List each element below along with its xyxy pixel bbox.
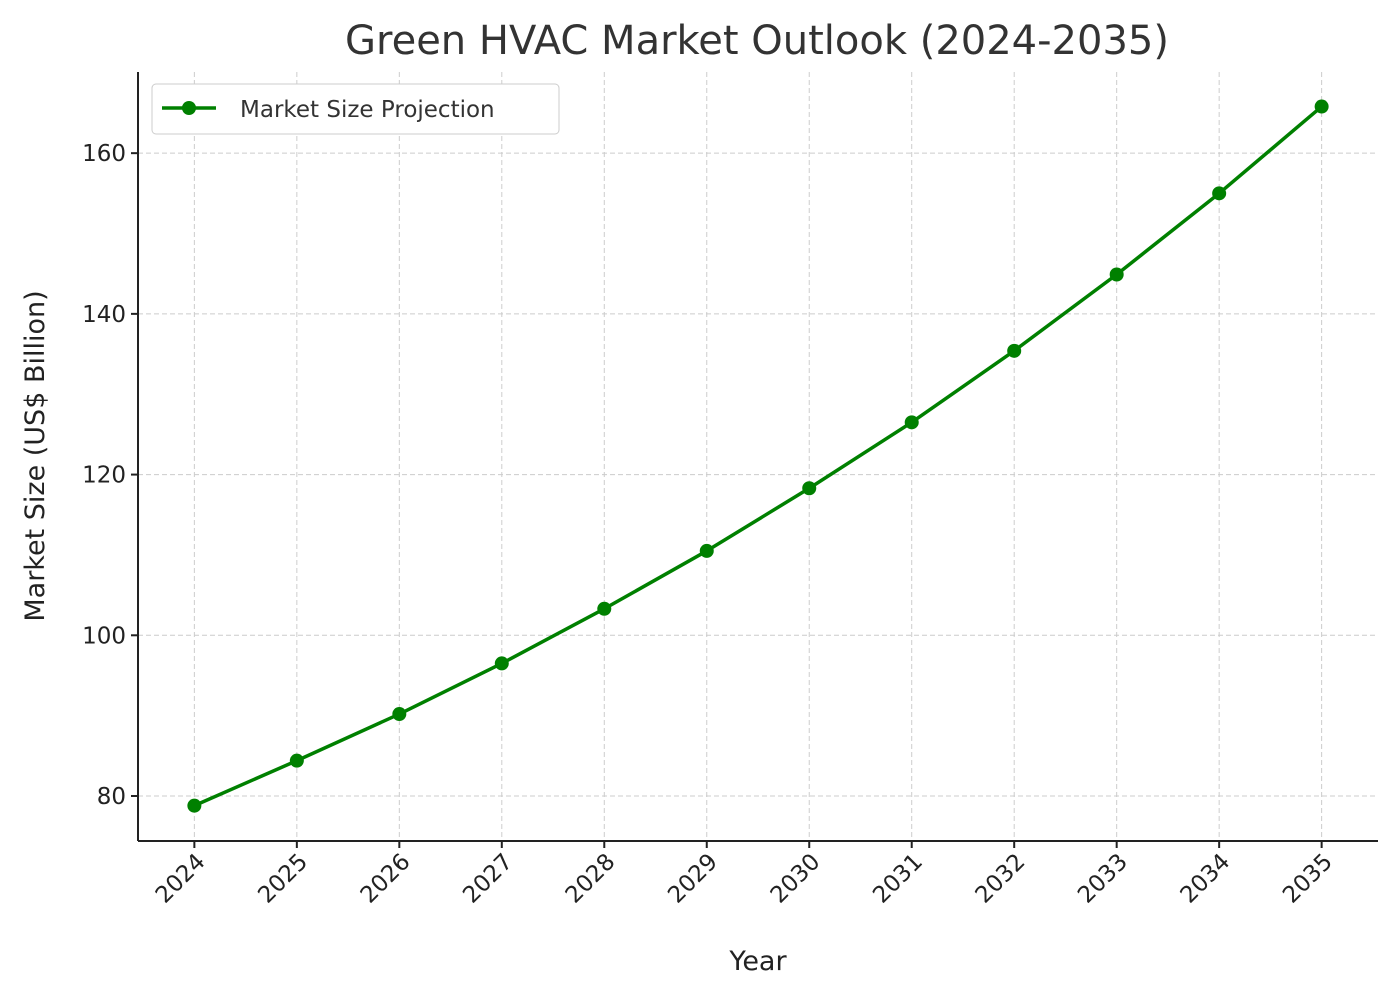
x-tick-label: 2027 [458,849,518,909]
y-tick-label: 120 [82,463,126,489]
data-point [1212,186,1227,201]
x-axis-label: Year [728,946,787,977]
x-axis-ticks: 2024 2025 2026 2027 2028 2029 2030 2031 2032 2033… [151,841,1338,909]
series-line [193,105,1323,808]
x-tick-label: 2025 [253,849,313,909]
data-point [904,415,919,430]
data-point [392,707,407,722]
x-tick-label: 2031 [868,849,928,909]
x-tick-label: 2035 [1278,849,1338,909]
y-axis-label: Market Size (US$ Billion) [20,290,51,621]
data-point [289,753,304,768]
y-tick-label: 80 [97,784,126,810]
x-tick-label: 2030 [766,849,826,909]
legend-label: Market Size Projection [240,97,495,123]
x-tick-label: 2033 [1073,849,1133,909]
x-tick-label: 2034 [1176,849,1236,909]
y-tick-label: 100 [82,623,126,649]
data-point [1314,99,1329,114]
x-tick-label: 2026 [356,849,416,909]
x-tick-label: 2029 [663,849,723,909]
x-tick-label: 2028 [561,849,621,909]
legend: Market Size Projection [151,83,560,135]
data-point [597,601,612,616]
grid [138,72,1378,841]
y-tick-label: 160 [82,141,126,167]
data-point [699,543,714,558]
legend-box [151,83,560,135]
y-tick-label: 140 [82,302,126,328]
data-point [494,656,509,671]
x-tick-label: 2032 [971,849,1031,909]
y-axis-ticks: 80 100 120 140 160 [82,141,138,810]
data-point [802,481,817,496]
data-point [187,798,202,813]
series-market-size [187,99,1329,813]
legend-marker [182,101,196,115]
chart-title: Green HVAC Market Outlook (2024-2035) [345,18,1169,64]
data-point [1109,267,1124,282]
x-tick-label: 2024 [151,849,211,909]
data-point [1007,343,1022,358]
